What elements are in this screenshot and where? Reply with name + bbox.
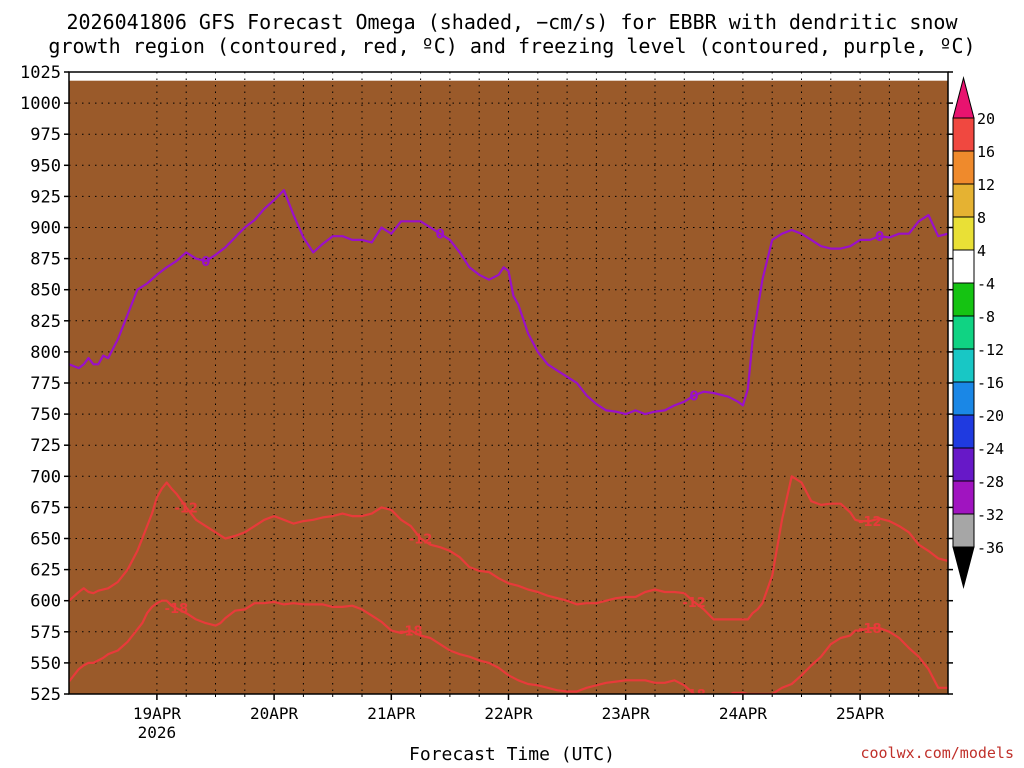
y-tick-label: 725 xyxy=(30,436,61,456)
y-tick-label: 825 xyxy=(30,312,61,332)
y-tick-label: 850 xyxy=(30,281,61,301)
contour-label: -18 xyxy=(399,625,423,640)
y-tick-label: 525 xyxy=(30,685,61,705)
contour-line xyxy=(69,599,948,694)
contour-label: -12 xyxy=(174,501,198,516)
y-tick-label: 900 xyxy=(30,219,61,239)
colorbar-segment xyxy=(952,150,975,185)
ground-surface xyxy=(69,80,948,694)
y-tick-label: 575 xyxy=(30,623,61,643)
colorbar-segment xyxy=(952,447,975,482)
colorbar-label: -32 xyxy=(977,506,1004,524)
x-tick-label: 22APR xyxy=(484,704,533,723)
x-tick-label: 20APR xyxy=(250,704,299,723)
colorbar-label: -24 xyxy=(977,440,1004,458)
ground-fill xyxy=(69,80,948,694)
x-tick-label: 23APR xyxy=(602,704,651,723)
colorbar-segment xyxy=(952,381,975,416)
colorbar-legend: 20 16 12 8 4 -4 -8 -12 -16 -20 -24 -28 -32 -36 xyxy=(952,76,1004,589)
contour-label: 0 xyxy=(875,230,884,245)
contour-line xyxy=(69,475,948,621)
colorbar-label: -20 xyxy=(977,407,1004,425)
colorbar-segment xyxy=(952,216,975,251)
y-tick-label: 675 xyxy=(30,498,61,518)
colorbar-segment xyxy=(952,117,975,152)
y-tick-label: 975 xyxy=(30,125,61,145)
colorbar-label: 8 xyxy=(977,209,986,227)
y-tick-label: 950 xyxy=(30,156,61,176)
contour-label: -18 xyxy=(165,602,189,617)
contour-label: -12 xyxy=(409,533,433,548)
chart-title-line2: growth region (contoured, red, ºC) and f… xyxy=(48,34,976,58)
y-tick-label: 650 xyxy=(30,530,61,550)
colorbar-label: 20 xyxy=(977,110,995,128)
colorbar-label: -4 xyxy=(977,275,995,293)
contour-label: -18 xyxy=(682,688,706,703)
colorbar-label: -12 xyxy=(977,341,1004,359)
y-tick-label: 1025 xyxy=(20,63,61,83)
colorbar-label: 12 xyxy=(977,176,995,194)
colorbar-top-arrow xyxy=(952,76,975,119)
colorbar-label: -8 xyxy=(977,308,995,326)
colorbar-segment xyxy=(952,282,975,317)
y-tick-label: 1000 xyxy=(20,94,61,114)
y-tick-label: 775 xyxy=(30,374,61,394)
contour-label: 0 xyxy=(201,255,210,270)
colorbar-segment xyxy=(952,480,975,515)
y-tick-label: 925 xyxy=(30,187,61,207)
x-tick-label: 25APR xyxy=(836,704,885,723)
colorbar-segment xyxy=(952,513,975,548)
colorbar-segment xyxy=(952,414,975,449)
contour-label: -12 xyxy=(858,515,882,530)
y-tick-label: 800 xyxy=(30,343,61,363)
colorbar-bottom-arrow xyxy=(952,546,975,589)
chart-title-line1: 2026041806 GFS Forecast Omega (shaded, −… xyxy=(66,10,958,34)
y-tick-label: 875 xyxy=(30,250,61,270)
x-tick-label: 19APR xyxy=(133,704,182,723)
contour-label: -18 xyxy=(858,622,882,637)
contour-label: 0 xyxy=(690,389,699,404)
colorbar-label: -16 xyxy=(977,374,1004,392)
contour-label: -12 xyxy=(682,596,706,611)
colorbar-label: 4 xyxy=(977,242,986,260)
contour-label: 0 xyxy=(436,228,445,243)
y-tick-label: 600 xyxy=(30,592,61,612)
x-tick-label: 21APR xyxy=(367,704,416,723)
y-tick-label: 750 xyxy=(30,405,61,425)
contour-line xyxy=(69,189,948,416)
x-tick-label: 24APR xyxy=(719,704,768,723)
contour-lines: -18 -18 -18 -18 -12 -12 -12 -12 0 0 0 0 xyxy=(69,189,948,703)
colorbar-label: -36 xyxy=(977,539,1004,557)
y-tick-label: 550 xyxy=(30,654,61,674)
colorbar-segment xyxy=(952,249,975,284)
y-tick-label: 700 xyxy=(30,467,61,487)
y-axis: 525 550 575 600 625 650 675 700 725 750 775 800 825 8… xyxy=(20,63,953,705)
colorbar-label: -28 xyxy=(977,473,1004,491)
colorbar-segment xyxy=(952,348,975,383)
x-axis-title: Forecast Time (UTC) xyxy=(409,744,615,765)
colorbar-label: 16 xyxy=(977,143,995,161)
colorbar-segment xyxy=(952,183,975,218)
source-credit: coolwx.com/models xyxy=(860,744,1014,762)
x-tick-sublabel: 2026 xyxy=(138,723,177,742)
y-tick-label: 625 xyxy=(30,561,61,581)
colorbar-segment xyxy=(952,315,975,350)
